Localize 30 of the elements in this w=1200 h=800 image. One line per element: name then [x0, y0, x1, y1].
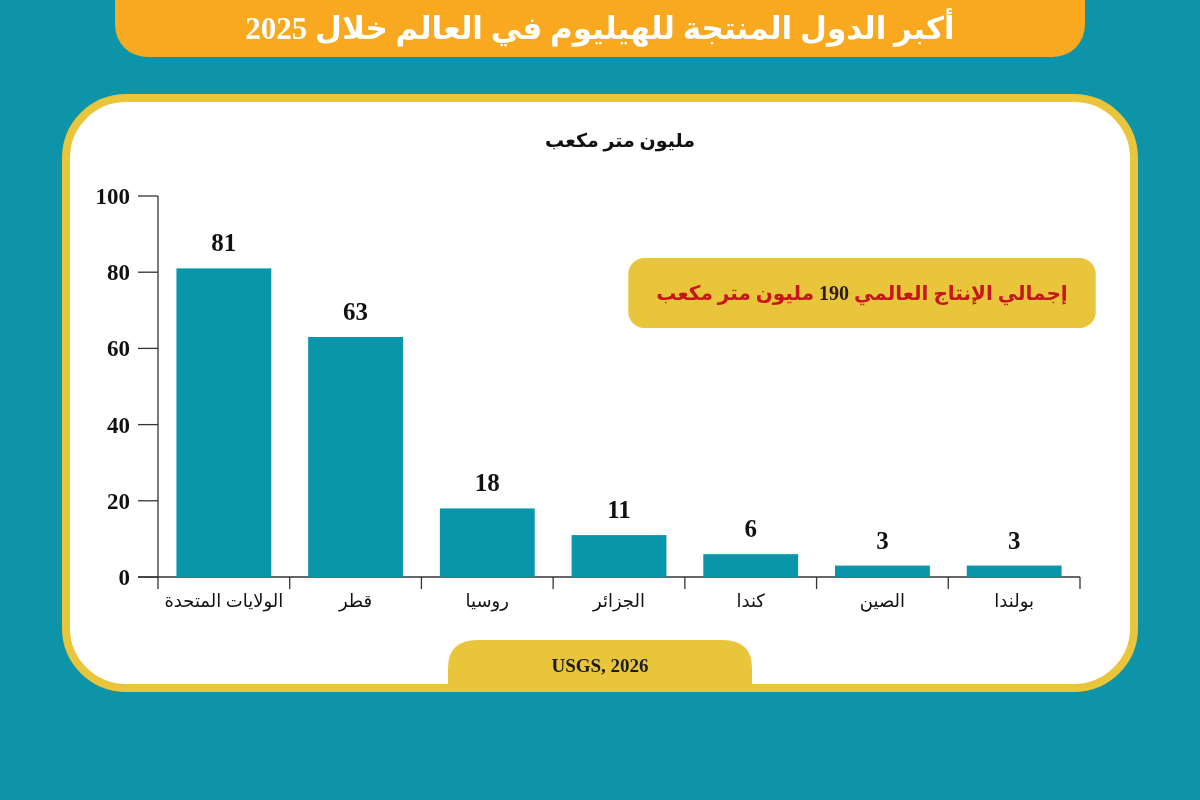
y-tick-label: 100 [95, 184, 130, 209]
data-label: 3 [1007, 526, 1021, 554]
data-label: 11 [607, 496, 631, 524]
bar [439, 508, 535, 577]
y-tick-label: 80 [107, 260, 130, 286]
x-tick-label: روسيا [465, 591, 509, 612]
y-tick-label: 40 [107, 412, 130, 438]
data-label: 3 [876, 526, 889, 554]
y-tick-label: 0 [118, 565, 130, 590]
bar [835, 565, 930, 577]
bar [966, 565, 1062, 577]
y-tick-label: 60 [107, 336, 130, 362]
bar [703, 554, 799, 577]
chart-title: أكبر الدول المنتجة للهيليوم في العالم خلال 2025 [245, 8, 955, 47]
x-tick-label: قطر [337, 591, 373, 612]
bar [176, 268, 272, 577]
bar [308, 336, 403, 577]
x-tick-label: بولندا [994, 591, 1034, 612]
x-tick-label: كندا [736, 591, 766, 611]
data-label: 18 [474, 469, 500, 497]
bar [571, 535, 667, 577]
y-tick-label: 20 [107, 488, 130, 514]
x-tick-label: الجزائر [592, 591, 645, 612]
x-tick-label: الولايات المتحدة [164, 591, 284, 612]
y-axis-title: مليون متر مكعب [545, 130, 695, 152]
text: USGS, 2026 [551, 655, 649, 676]
data-label: 81 [211, 229, 237, 257]
data-label: 6 [744, 515, 757, 543]
x-tick-label: الصين [859, 591, 906, 612]
data-label: 63 [343, 297, 369, 325]
